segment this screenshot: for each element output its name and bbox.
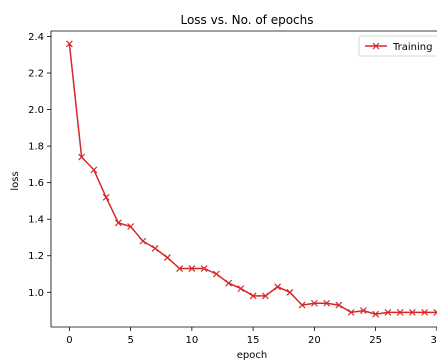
- x-tick-label: 0: [66, 335, 72, 346]
- data-point-marker: [188, 265, 196, 272]
- data-point-marker: [237, 285, 245, 293]
- data-point-marker: [347, 308, 355, 316]
- legend-box: [358, 35, 437, 57]
- data-point-marker: [212, 270, 220, 278]
- data-point-marker: [163, 254, 171, 261]
- y-tick-label: 2.4: [28, 32, 44, 43]
- legend-marker: [372, 42, 380, 50]
- data-point-marker: [139, 237, 147, 245]
- data-point-marker: [323, 299, 331, 307]
- x-tick-label: 10: [186, 335, 199, 346]
- data-point-marker: [408, 308, 416, 316]
- y-tick-label: 1.6: [28, 178, 44, 189]
- plot-area: [51, 31, 437, 327]
- y-tick-label: 2.0: [28, 105, 44, 116]
- x-tick-label: 20: [308, 335, 321, 346]
- data-point-marker: [286, 288, 294, 296]
- y-tick-label: 1.0: [28, 288, 44, 299]
- data-point-marker: [298, 301, 306, 309]
- y-tick-label: 1.2: [28, 251, 44, 262]
- data-point-marker: [65, 40, 73, 48]
- data-point-marker: [102, 193, 110, 201]
- y-axis-label: loss: [10, 171, 21, 190]
- data-point-marker: [274, 283, 282, 291]
- data-point-marker: [78, 153, 86, 161]
- x-tick-label: 5: [127, 335, 133, 346]
- data-point-marker: [359, 307, 367, 314]
- data-point-marker: [335, 301, 343, 309]
- data-point-marker: [176, 265, 184, 272]
- chart-title: Loss vs. No. of epochs: [180, 13, 313, 27]
- data-point-marker: [249, 292, 257, 300]
- legend-label: Training: [392, 42, 432, 53]
- data-point-marker: [90, 166, 98, 174]
- data-point-marker: [372, 310, 380, 318]
- y-tick-label: 1.8: [28, 142, 44, 153]
- data-point-marker: [225, 279, 233, 287]
- y-tick-label: 1.4: [28, 215, 44, 226]
- x-axis-label: epoch: [237, 350, 267, 361]
- data-point-marker: [261, 292, 269, 300]
- data-point-marker: [396, 308, 404, 316]
- data-point-marker: [114, 219, 122, 227]
- x-tick-label: 15: [247, 335, 260, 346]
- x-tick-label: 30: [431, 335, 437, 346]
- data-point-marker: [151, 245, 159, 252]
- data-point-marker: [310, 299, 318, 307]
- y-tick-label: 2.2: [28, 69, 44, 80]
- data-point-marker: [127, 223, 135, 230]
- data-point-marker: [421, 308, 429, 316]
- x-tick-label: 25: [369, 335, 382, 346]
- data-point-marker: [200, 265, 208, 272]
- data-point-marker: [384, 308, 392, 316]
